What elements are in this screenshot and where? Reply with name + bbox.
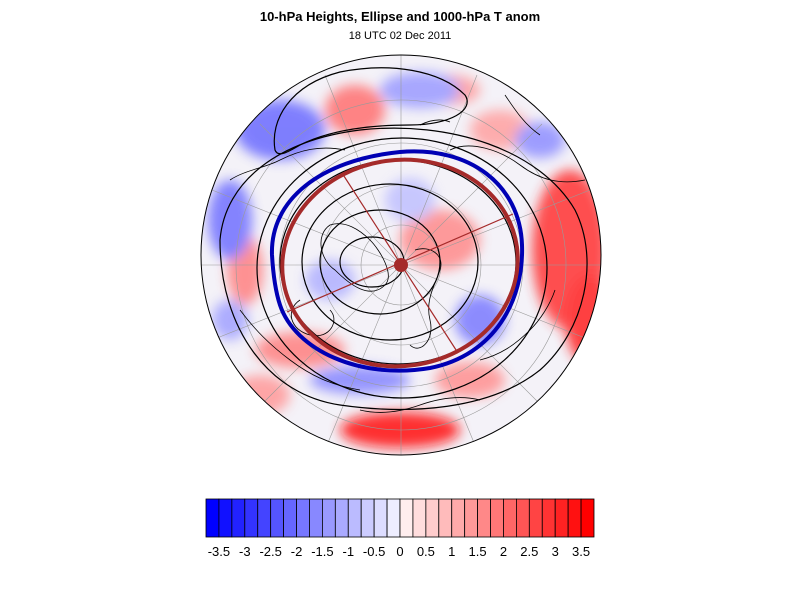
colorbar-tick-label: 3.5 bbox=[572, 544, 591, 559]
colorbar-tick-label: -0.5 bbox=[362, 544, 386, 559]
fitted-ellipse bbox=[280, 157, 520, 369]
colorbar-box bbox=[270, 498, 284, 538]
coastlines bbox=[229, 94, 586, 413]
colorbar-box bbox=[464, 498, 478, 538]
colorbar-box bbox=[451, 498, 466, 538]
colorbar-box bbox=[244, 498, 259, 538]
map-boundary bbox=[200, 54, 602, 456]
colorbar-box bbox=[490, 498, 504, 538]
colorbar-box bbox=[386, 498, 401, 538]
map-subtitle: 18 UTC 02 Dec 2011 bbox=[348, 30, 452, 42]
colorbar-labels: -3.5 -3 -2.5 -2 -1.5 -1 -0.5 0 0.5 1 1.5 2 2.5 3 3.5 bbox=[0, 544, 800, 564]
map-title: 10-hPa Heights, Ellipse and 1000-hPa T a… bbox=[259, 9, 541, 24]
colorbar-box bbox=[257, 498, 272, 538]
colorbar-box bbox=[580, 498, 595, 538]
colorbar-tick-label: 1 bbox=[448, 544, 456, 559]
colorbar-box bbox=[438, 498, 453, 538]
colorbar-tick-label: -1 bbox=[342, 544, 355, 559]
colorbar-tick-label: -2 bbox=[290, 544, 303, 559]
colorbar-tick-label: -2.5 bbox=[259, 544, 282, 559]
colorbar-box bbox=[567, 498, 582, 538]
vortex-edge-contour bbox=[269, 149, 525, 373]
graticule bbox=[201, 55, 601, 455]
colorbar-tick-label: 0.5 bbox=[416, 544, 435, 559]
colorbar-box bbox=[503, 498, 517, 538]
colorbar-tick-label: 2 bbox=[499, 544, 508, 559]
colorbar-box bbox=[296, 498, 310, 538]
colorbar-box bbox=[515, 498, 530, 538]
colorbar-tick-label: 3 bbox=[551, 544, 559, 559]
colorbar-box bbox=[309, 498, 323, 538]
colorbar bbox=[205, 498, 595, 538]
colorbar-tick-label: -3.5 bbox=[207, 544, 231, 559]
colorbar-box bbox=[425, 498, 440, 538]
colorbar-box bbox=[231, 498, 246, 538]
colorbar-tick-label: 0 bbox=[396, 544, 404, 559]
colorbar-box bbox=[322, 498, 336, 538]
colorbar-box bbox=[218, 498, 233, 538]
colorbar-box bbox=[412, 498, 427, 538]
colorbar-box bbox=[283, 498, 297, 538]
colorbar-box bbox=[541, 498, 556, 538]
colorbar-tick-label: -1.5 bbox=[311, 544, 334, 559]
temperature-anomaly-field bbox=[201, 55, 601, 455]
colorbar-box bbox=[334, 498, 349, 538]
polar-map bbox=[200, 54, 602, 456]
colorbar-box bbox=[477, 498, 491, 538]
colorbar-box bbox=[554, 498, 569, 538]
colorbar-box bbox=[399, 498, 414, 538]
colorbar-tick-label: 2.5 bbox=[520, 544, 539, 559]
colorbar-box bbox=[347, 498, 362, 538]
ellipse-center-marker bbox=[394, 258, 408, 272]
colorbar-tick-label: -3 bbox=[239, 544, 251, 559]
colorbar-box bbox=[360, 498, 375, 538]
colorbar-tick-label: 1.5 bbox=[468, 544, 487, 559]
colorbar-box bbox=[528, 498, 543, 538]
colorbar-box bbox=[373, 498, 388, 538]
colorbar-box bbox=[205, 498, 220, 538]
height-contours bbox=[219, 67, 588, 411]
